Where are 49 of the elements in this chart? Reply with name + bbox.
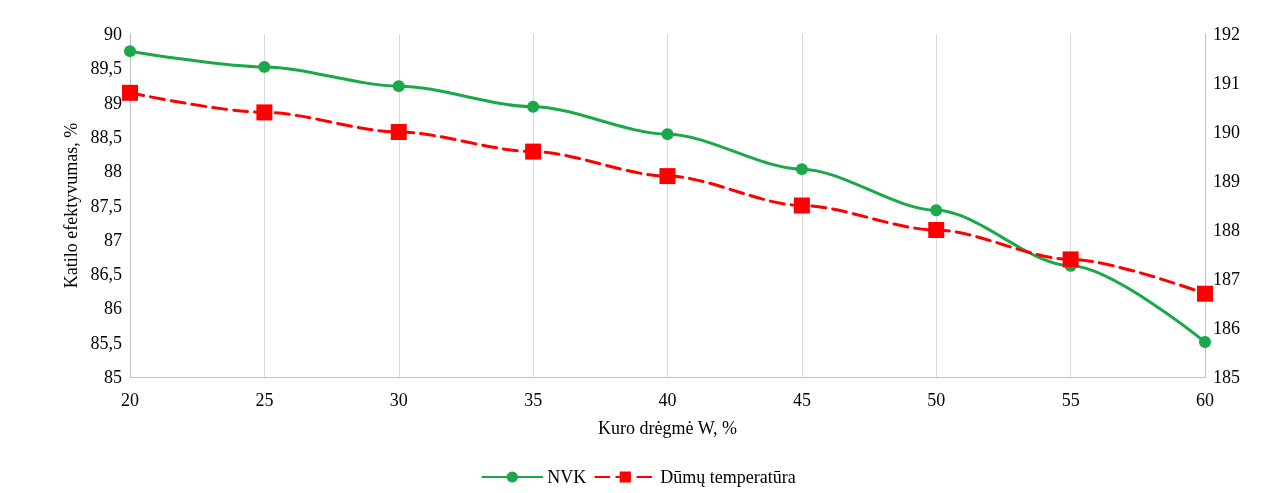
point — [1062, 251, 1079, 268]
x-axis-title: Kuro drėgmė W, % — [598, 418, 737, 438]
point — [659, 168, 676, 185]
point — [661, 128, 674, 141]
point — [256, 104, 273, 121]
y-tick-label: 88,5 — [90, 126, 122, 147]
point — [525, 143, 542, 160]
y2-tick-label: 185 — [1213, 367, 1240, 387]
point — [392, 80, 405, 93]
y2-tick-label: 191 — [1213, 73, 1240, 93]
x-tick-label: 50 — [927, 390, 946, 410]
y-tick-label: 87,5 — [90, 195, 122, 216]
point — [1199, 336, 1211, 349]
legend-label: NVK — [547, 467, 587, 487]
x-tick-label: 60 — [1196, 390, 1214, 410]
y2-tick-label: 190 — [1213, 122, 1240, 142]
point — [793, 197, 810, 214]
y-tick-label: 86,5 — [90, 264, 122, 285]
x-tick-label: 30 — [389, 390, 408, 410]
y-axis-title: Katilo efektyvumas, % — [60, 122, 81, 289]
point — [930, 204, 943, 217]
point — [122, 84, 138, 101]
y2-tick-label: 189 — [1213, 171, 1240, 191]
point — [527, 100, 540, 113]
y-tick-label: 90 — [104, 24, 122, 44]
y-tick-label: 89,5 — [90, 58, 122, 79]
legend-label: Dūmų temperatūra — [660, 467, 796, 487]
x-tick-label: 25 — [255, 390, 274, 410]
y2-tick-label: 186 — [1213, 318, 1240, 338]
y-tick-label: 87 — [104, 229, 122, 250]
y-tick-label: 89 — [104, 92, 122, 113]
point — [124, 45, 136, 58]
point — [795, 163, 808, 176]
y2-tick-label: 187 — [1213, 269, 1240, 289]
point — [390, 124, 407, 140]
y2-tick-label: 188 — [1213, 220, 1240, 240]
point — [928, 222, 945, 238]
y-tick-label: 88 — [104, 161, 122, 182]
x-tick-label: 55 — [1061, 390, 1080, 410]
x-tick-label: 35 — [524, 390, 543, 410]
y-tick-label: 86 — [104, 298, 122, 319]
y-tick-label: 85 — [104, 367, 122, 387]
x-tick-label: 20 — [121, 390, 139, 410]
x-tick-label: 45 — [792, 390, 811, 410]
y-tick-label: 85,5 — [90, 332, 122, 353]
point — [1197, 285, 1213, 302]
point — [258, 60, 271, 73]
y2-tick-label: 192 — [1213, 24, 1240, 44]
x-tick-label: 40 — [658, 390, 677, 410]
